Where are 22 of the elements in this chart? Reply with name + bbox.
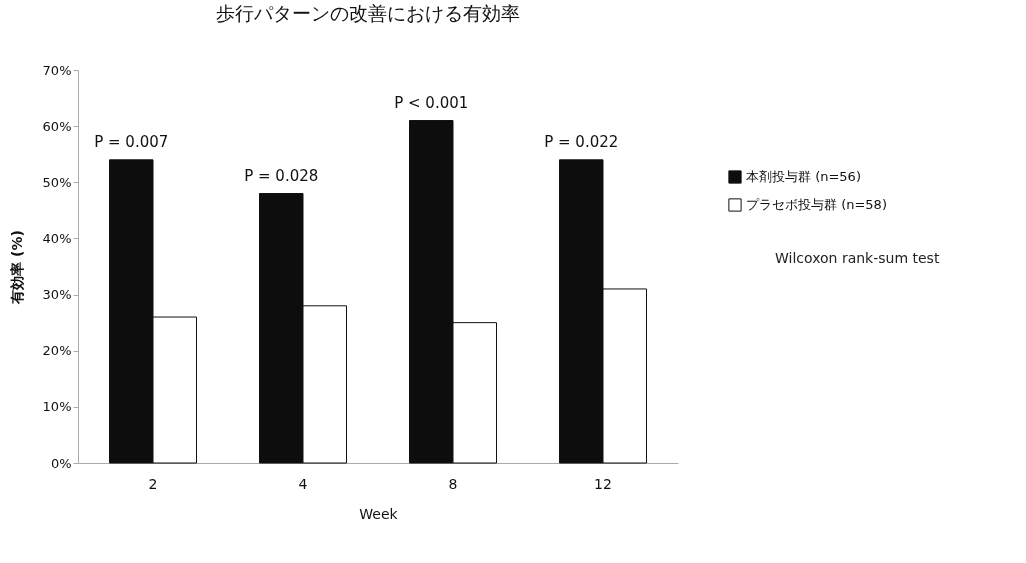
x-axis-title: Week: [359, 505, 399, 522]
text: Wilcoxon rank-sum test: [775, 250, 940, 266]
legend-label: プラセボ投与群 (n=58): [746, 197, 887, 212]
annotation: P = 0.028: [244, 166, 319, 185]
y-tick-label: 70%: [42, 62, 72, 78]
y-tick-label: 10%: [42, 399, 72, 415]
y-tick-label: 30%: [42, 287, 72, 303]
x-tick-label: 2: [148, 475, 158, 492]
annotation: P = 0.022: [544, 132, 619, 151]
x-tick-label: 4: [298, 475, 308, 492]
y-tick-label: 0%: [50, 455, 72, 471]
y-tick-label: 50%: [42, 174, 72, 190]
y-tick-label: 20%: [42, 343, 72, 359]
x-tick-label: 8: [448, 475, 458, 492]
annotation: P < 0.001: [394, 93, 469, 112]
x-tick-label: 12: [594, 475, 612, 492]
annotation: P = 0.007: [94, 132, 169, 151]
chart-title: 歩行パターンの改善における有効率: [216, 2, 520, 24]
y-axis-title: 有効率 (%): [8, 230, 25, 305]
y-tick-label: 60%: [42, 118, 72, 134]
legend-label: 本剤投与群 (n=56): [746, 169, 861, 184]
y-tick-label: 40%: [42, 230, 72, 246]
